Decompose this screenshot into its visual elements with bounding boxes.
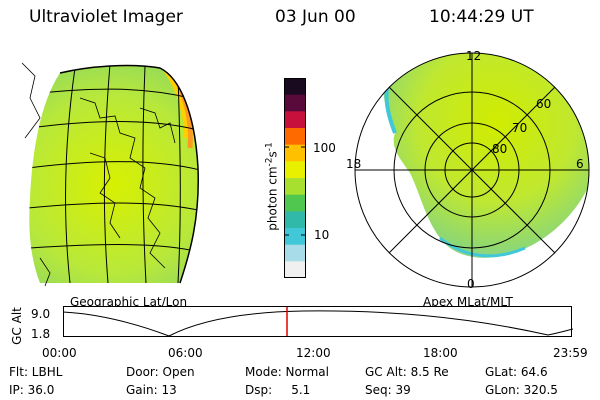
mlat-label-80: 80	[492, 142, 508, 156]
colorbar-tick-10: 10	[314, 228, 330, 242]
info-ip: IP: 36.0	[9, 383, 55, 397]
colorbar-stripe	[284, 144, 306, 162]
mlt-label-18: 18	[346, 157, 362, 171]
geographic-image	[21, 62, 200, 287]
colorbar-stripe	[284, 128, 306, 146]
info-dsp: Dsp: 5.1	[245, 383, 311, 397]
alt-xtick-2359: 23:59	[553, 346, 588, 360]
mlt-label-12: 12	[466, 49, 482, 63]
info-gc-alt: GC Alt: 8.5 Re	[365, 365, 449, 379]
colorbar-stripe	[284, 111, 306, 129]
geo-panel-label: Geographic Lat/Lon	[70, 295, 188, 309]
date-label: 03 Jun 00	[275, 7, 356, 27]
colorbar-stripe	[284, 78, 306, 96]
mlt-label-0: 0	[467, 277, 475, 291]
info-glat: GLat: 64.6	[485, 365, 548, 379]
colorbar-stripe	[284, 194, 306, 212]
colorbar-stripe	[284, 261, 306, 278]
info-door: Door: Open	[126, 365, 195, 379]
colorbar	[284, 78, 306, 278]
alt-xtick-1200: 12:00	[296, 346, 331, 360]
polar-panel-label: Apex MLat/MLT	[423, 295, 513, 309]
colorbar-stripe	[284, 161, 306, 179]
info-mode: Mode: Normal	[245, 365, 329, 379]
time-label: 10:44:29 UT	[429, 7, 534, 27]
polar-plot	[354, 52, 590, 288]
colorbar-stripe	[284, 244, 306, 262]
alt-xtick-1800: 18:00	[423, 346, 458, 360]
colorbar-stripe	[284, 211, 306, 229]
alt-xtick-0000: 00:00	[42, 346, 77, 360]
mlat-label-60: 60	[536, 97, 552, 111]
mlat-label-70: 70	[512, 121, 528, 135]
info-filter: Flt: LBHL	[9, 365, 63, 379]
mlt-label-6: 6	[576, 157, 584, 171]
colorbar-stripe	[284, 228, 306, 246]
colorbar-stripe	[284, 178, 306, 196]
info-seq: Seq: 39	[365, 383, 411, 397]
alt-plot-ylabel: GC Alt	[10, 307, 24, 345]
info-glon: GLon: 320.5	[485, 383, 558, 397]
alt-plot-ytick-max: 9.0	[31, 307, 51, 321]
colorbar-unit-label: photon cm-2s-1	[264, 142, 280, 231]
alt-plot-ytick-min: 1.8	[31, 327, 51, 341]
colorbar-tick-100: 100	[313, 141, 336, 155]
alt-xtick-0600: 06:00	[168, 346, 203, 360]
colorbar-stripe	[284, 94, 306, 112]
instrument-title: Ultraviolet Imager	[29, 7, 183, 27]
altitude-plot	[63, 306, 573, 337]
info-gain: Gain: 13	[126, 383, 177, 397]
